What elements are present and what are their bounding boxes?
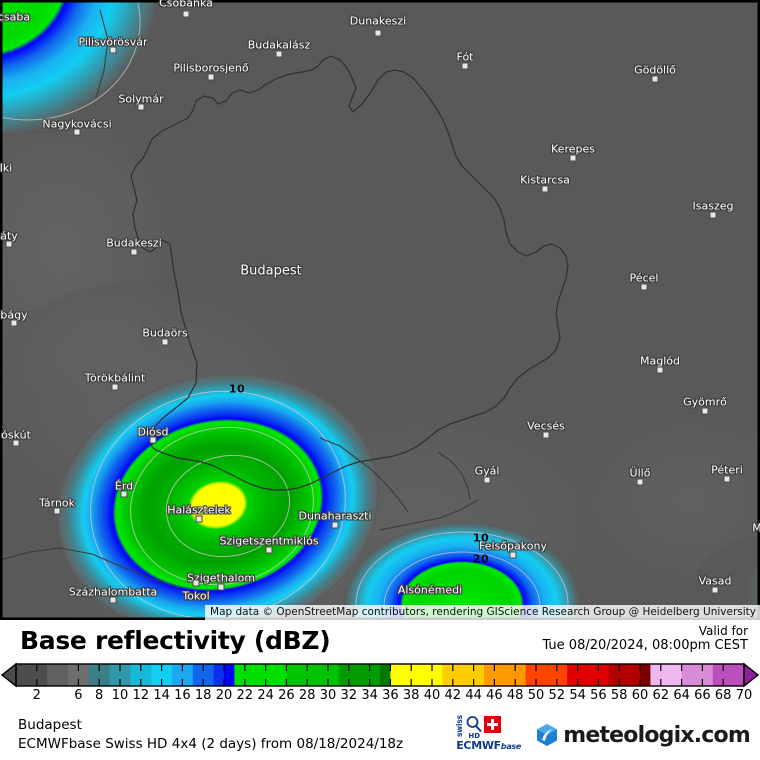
city-marker-dot <box>111 383 119 391</box>
colorbar-tick: 32 <box>340 688 358 703</box>
colorbar-tick: 58 <box>610 688 628 703</box>
colorbar-tick: 24 <box>257 688 274 703</box>
colorbar-tick: 44 <box>465 688 482 703</box>
city-marker-dot <box>195 515 203 523</box>
radar-map-canvas <box>0 0 760 620</box>
meta-location: Budapest <box>18 717 82 733</box>
city-marker-dot <box>709 211 717 219</box>
colorbar-tick: 18 <box>194 688 212 703</box>
city-marker-dot <box>217 583 225 591</box>
city-marker-dot <box>651 75 659 83</box>
city-marker-dot <box>569 154 577 162</box>
city-marker-dot <box>374 29 382 37</box>
colorbar-tick: 22 <box>236 688 254 703</box>
colorbar-tick: 62 <box>652 688 670 703</box>
colorbar-tick: 42 <box>444 688 462 703</box>
colorbar-tick: 10 <box>111 688 129 703</box>
colorbar-tick: 36 <box>382 688 399 703</box>
map-attribution: Map data © OpenStreetMap contributors, r… <box>205 605 760 620</box>
colorbar-tick: 48 <box>506 688 524 703</box>
valid-for-block: Valid for Tue 08/20/2024, 08:00pm CEST <box>542 624 748 654</box>
colorbar-tick: 56 <box>590 688 607 703</box>
city-marker-dot <box>109 46 117 54</box>
city-marker-dot <box>656 366 664 374</box>
city-marker-dot <box>207 73 215 81</box>
swiss-flag-icon <box>484 716 502 733</box>
city-marker-dot <box>10 319 18 327</box>
branding-block: swiss HD ECMWFbase meteologi <box>455 714 751 756</box>
city-marker-dot <box>130 248 138 256</box>
colorbar-tick: 46 <box>486 688 503 703</box>
city-marker-dot <box>331 521 339 529</box>
city-marker-dot <box>192 579 200 587</box>
city-marker-dot <box>5 240 13 248</box>
city-marker-dot <box>723 475 731 483</box>
meteologix-logo[interactable]: meteologix.com <box>534 722 751 748</box>
city-marker-dot <box>161 338 169 346</box>
city-marker-dot <box>53 507 61 515</box>
legend-footer: Base reflectivity (dBZ) Valid for Tue 08… <box>0 620 760 760</box>
colorbar-tick: 50 <box>527 688 545 703</box>
city-marker-dot <box>109 596 117 604</box>
colorbar-tick: 12 <box>132 688 150 703</box>
city-marker-dot <box>120 490 128 498</box>
colorbar-tick: 38 <box>402 688 420 703</box>
ecmwf-wordmark: ECMWFbase <box>456 740 521 753</box>
city-marker-dot <box>711 586 719 594</box>
city-marker-dot <box>265 546 273 554</box>
city-marker-dot <box>275 50 283 58</box>
colorbar-tick: 40 <box>423 688 441 703</box>
city-marker-dot <box>640 283 648 291</box>
colorbar-tick: 66 <box>694 688 711 703</box>
colorbar-tick: 64 <box>673 688 690 703</box>
colorbar-tick: 34 <box>361 688 378 703</box>
city-marker-dot <box>73 128 81 136</box>
ecmwf-base-logo: swiss HD ECMWFbase <box>455 715 528 755</box>
colorbar-tick: 20 <box>215 688 233 703</box>
valid-for-label: Valid for <box>698 624 748 638</box>
valid-for-value: Tue 08/20/2024, 08:00pm CEST <box>542 638 748 653</box>
colorbar-tick: 30 <box>319 688 337 703</box>
city-marker-dot <box>636 478 644 486</box>
city-marker-dot <box>137 103 145 111</box>
hd-label: HD <box>468 732 481 740</box>
colorbar-tick: 14 <box>153 688 170 703</box>
ecmwf-text: ECMWF <box>456 739 501 752</box>
meteologix-wordmark: meteologix.com <box>563 722 751 748</box>
city-marker-dot <box>182 10 190 18</box>
legend-meta: Budapest ECMWFbase Swiss HD 4x4 (2 days)… <box>18 716 403 754</box>
city-marker-dot <box>701 407 709 415</box>
colorbar-tick: 6 <box>74 688 83 703</box>
colorbar-tick: 8 <box>95 688 104 703</box>
colorbar-tick: 16 <box>174 688 191 703</box>
city-marker-dot <box>542 431 550 439</box>
legend-title: Base reflectivity (dBZ) <box>20 626 331 655</box>
colorbar-tick: 52 <box>548 688 566 703</box>
meteologix-mark-icon <box>537 724 558 746</box>
swiss-label: swiss <box>455 715 465 737</box>
colorbar-tick: 70 <box>735 688 753 703</box>
colorbar-tick-labels: 2 6 8 10 12 14 16 18 20 22 24 26 28 30 32 34 36 38 40 42 44 4… <box>0 688 760 708</box>
dbz-colorbar[interactable] <box>0 662 760 690</box>
city-marker-dot <box>12 439 20 447</box>
city-marker-dot <box>461 62 469 70</box>
city-marker-dot <box>483 476 491 484</box>
colorbar-tick: 68 <box>714 688 732 703</box>
colorbar-tick: 2 <box>32 688 41 703</box>
colorbar-tick: 26 <box>278 688 295 703</box>
city-marker-dot <box>509 551 517 559</box>
radar-map-panel[interactable]: csaba Csobánka Dunakeszi Pilisvörösvár Budak… <box>0 0 760 620</box>
meta-model-run: ECMWFbase Swiss HD 4x4 (2 days) from 08/… <box>18 736 404 752</box>
colorbar-tick: 28 <box>298 688 316 703</box>
magnifier-icon: HD <box>465 715 483 740</box>
colorbar-tick: 60 <box>631 688 649 703</box>
ecmwf-base-text: base <box>500 742 522 751</box>
colorbar-tick: 54 <box>569 688 586 703</box>
city-marker-dot <box>149 436 157 444</box>
city-marker-dot <box>541 185 549 193</box>
